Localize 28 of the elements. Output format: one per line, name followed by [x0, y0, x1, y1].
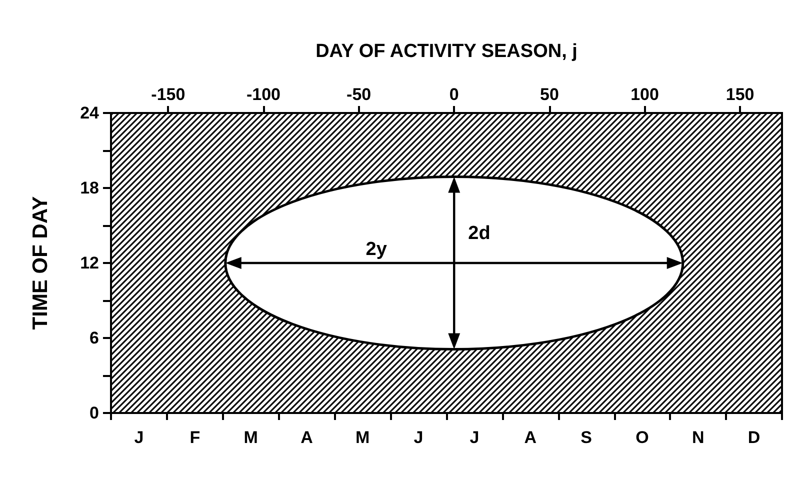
- x2-tick-label: 150: [726, 85, 754, 104]
- y-tick-label: 24: [80, 104, 100, 122]
- x-tick-label: J: [470, 428, 480, 447]
- x-tick-label: M: [356, 428, 370, 447]
- annotation: 2y: [366, 239, 388, 260]
- y-tick-label: 12: [80, 254, 99, 272]
- x-tick-label: M: [244, 428, 258, 447]
- x2-tick-label: -50: [346, 85, 372, 104]
- x2-tick-label: 50: [540, 85, 559, 104]
- x-tick-label: J: [414, 428, 424, 447]
- x-tick-label: A: [524, 428, 537, 447]
- x-tick-label: S: [580, 428, 592, 447]
- x-tick-label: A: [300, 428, 313, 447]
- x-tick-label: O: [636, 428, 649, 447]
- y-tick-label: 6: [90, 328, 99, 348]
- x2-tick-label: -150: [151, 85, 186, 104]
- annotation: 2d: [468, 222, 490, 244]
- y-axis-title: TIME OF DAY: [29, 196, 52, 330]
- x2-tick-label: -100: [246, 85, 281, 104]
- x-tick-label: D: [748, 428, 760, 447]
- x-tick-label: J: [134, 428, 144, 447]
- x-tick-label: F: [190, 428, 200, 447]
- x2-tick-label: 0: [449, 85, 459, 104]
- x2-tick-label: 100: [630, 85, 659, 104]
- x2-axis-title: DAY OF ACTIVITY SEASON, j: [316, 41, 578, 62]
- y-tick-label: 0: [90, 404, 99, 422]
- x-tick-label: N: [692, 428, 704, 447]
- y-tick-label: 18: [80, 178, 99, 198]
